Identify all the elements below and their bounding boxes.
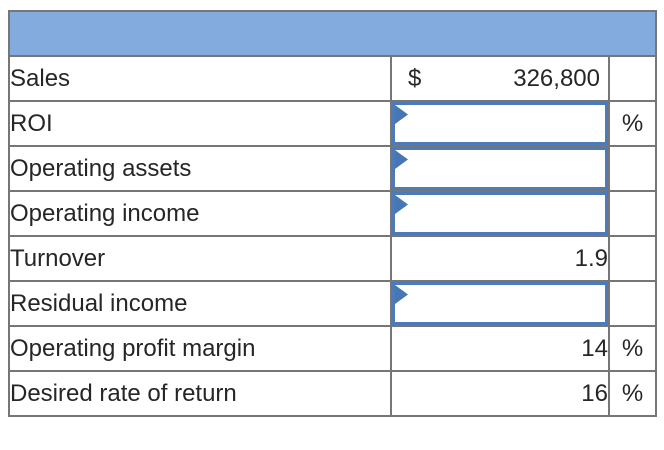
roi-suffix-cell: % — [607, 100, 658, 147]
operating-income-input[interactable] — [395, 195, 605, 232]
operating-income-suffix-cell — [607, 190, 658, 237]
operating-income-answer-box[interactable] — [393, 193, 607, 234]
operating-profit-margin-value: 14 — [390, 325, 610, 372]
row-label-sales: Sales — [8, 55, 392, 102]
operating-profit-margin-suffix-cell: % — [607, 325, 658, 372]
operating-assets-answer-box[interactable] — [393, 148, 607, 189]
roi-answer-box[interactable] — [393, 103, 607, 144]
row-label-operating-profit-margin: Operating profit margin — [8, 325, 392, 372]
row-label-operating-assets: Operating assets — [8, 145, 392, 192]
table-row-header — [7, 10, 658, 57]
spreadsheet-table: Sales $ 326,800 ROI % Operating assets — [7, 10, 658, 417]
residual-income-answer-box[interactable] — [393, 283, 607, 324]
desired-rate-of-return-value: 16 — [390, 370, 610, 417]
row-label-residual-income: Residual income — [8, 280, 392, 327]
desired-rate-of-return-suffix-cell: % — [607, 370, 658, 417]
operating-assets-input[interactable] — [395, 150, 605, 187]
turnover-suffix-cell — [607, 235, 658, 282]
table-row-residual-income: Residual income — [8, 280, 658, 327]
table-row-roi: ROI % — [8, 100, 658, 147]
sales-value: 326,800 — [513, 64, 600, 92]
turnover-value: 1.9 — [390, 235, 610, 282]
operating-assets-value-cell — [390, 145, 610, 192]
currency-symbol: $ — [408, 64, 422, 92]
table-row-turnover: Turnover 1.9 — [8, 235, 658, 282]
operating-assets-suffix-cell — [607, 145, 658, 192]
table-row-operating-income: Operating income — [8, 190, 658, 237]
row-label-desired-rate-of-return: Desired rate of return — [8, 370, 392, 417]
sales-value-cell: $ 326,800 — [390, 55, 610, 102]
residual-income-input[interactable] — [395, 285, 605, 322]
table-row-desired-rate-of-return: Desired rate of return 16 % — [8, 370, 658, 417]
table-row-operating-profit-margin: Operating profit margin 14 % — [8, 325, 658, 372]
operating-income-value-cell — [390, 190, 610, 237]
table-row-operating-assets: Operating assets — [8, 145, 658, 192]
row-label-operating-income: Operating income — [8, 190, 392, 237]
table-row-sales: Sales $ 326,800 — [8, 55, 658, 102]
table-header-band — [7, 10, 658, 57]
row-label-roi: ROI — [8, 100, 392, 147]
residual-income-suffix-cell — [607, 280, 658, 327]
sales-suffix-cell — [607, 55, 658, 102]
residual-income-value-cell — [390, 280, 610, 327]
roi-value-cell — [390, 100, 610, 147]
roi-input[interactable] — [395, 105, 605, 142]
row-label-turnover: Turnover — [8, 235, 392, 282]
